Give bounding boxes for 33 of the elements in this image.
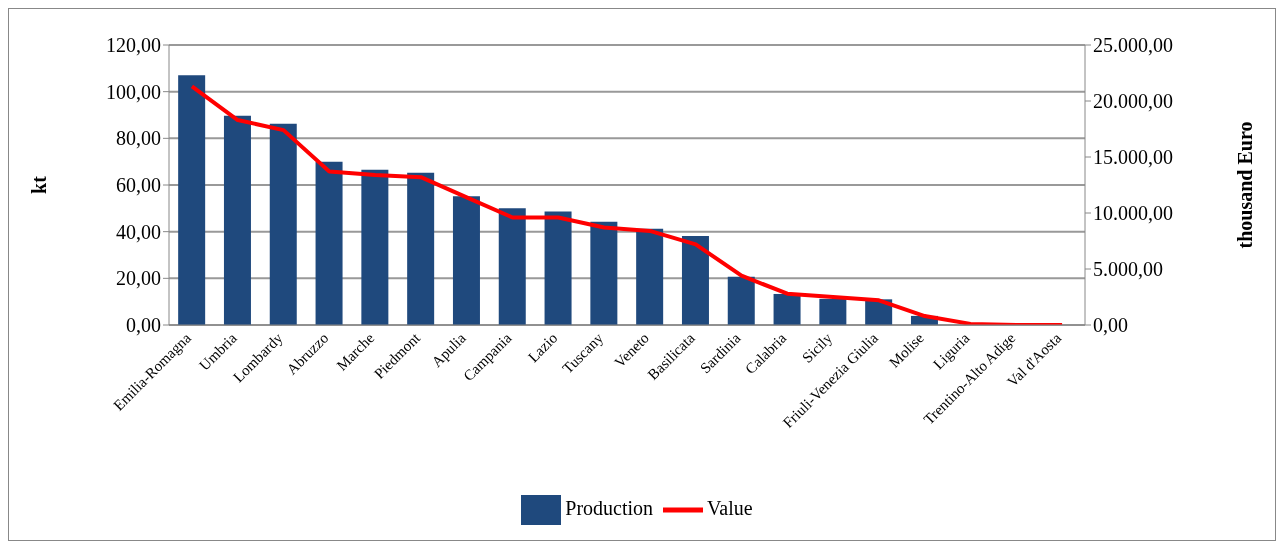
y-tick-label: 80,00 (116, 127, 161, 150)
y2-axis-title: thousand Euro (1234, 121, 1257, 249)
y-tick-label: 20,00 (116, 267, 161, 290)
y-tick-label: 60,00 (116, 174, 161, 197)
bar (773, 293, 801, 325)
bar (452, 196, 480, 325)
line-series (189, 84, 1065, 325)
bar (498, 208, 526, 325)
y2-tick-label: 25.000,00 (1093, 34, 1173, 57)
bar (223, 115, 251, 325)
y-axis-title: kt (28, 175, 51, 194)
y-tick-label: 120,00 (106, 34, 161, 57)
bar (590, 221, 618, 325)
y-tick-label: 100,00 (106, 80, 161, 103)
bar (315, 161, 343, 325)
y-tick-label: 40,00 (116, 220, 161, 243)
bar (269, 123, 297, 325)
bar (178, 75, 206, 325)
y2-tick-label: 20.000,00 (1093, 90, 1173, 113)
bar (681, 236, 709, 325)
y2-tick-label: 10.000,00 (1093, 202, 1173, 225)
legend-label: Production (565, 496, 654, 519)
bar (544, 211, 572, 325)
bar (819, 298, 847, 325)
bar (727, 276, 755, 325)
legend-label: Value (707, 496, 753, 519)
bar (361, 169, 389, 325)
bar (407, 172, 435, 325)
y-tick-label: 0,00 (126, 314, 161, 337)
bar (636, 228, 664, 325)
y2-tick-label: 0,00 (1093, 314, 1128, 337)
y2-tick-label: 5.000,00 (1093, 258, 1163, 281)
y2-tick-label: 15.000,00 (1093, 146, 1173, 169)
